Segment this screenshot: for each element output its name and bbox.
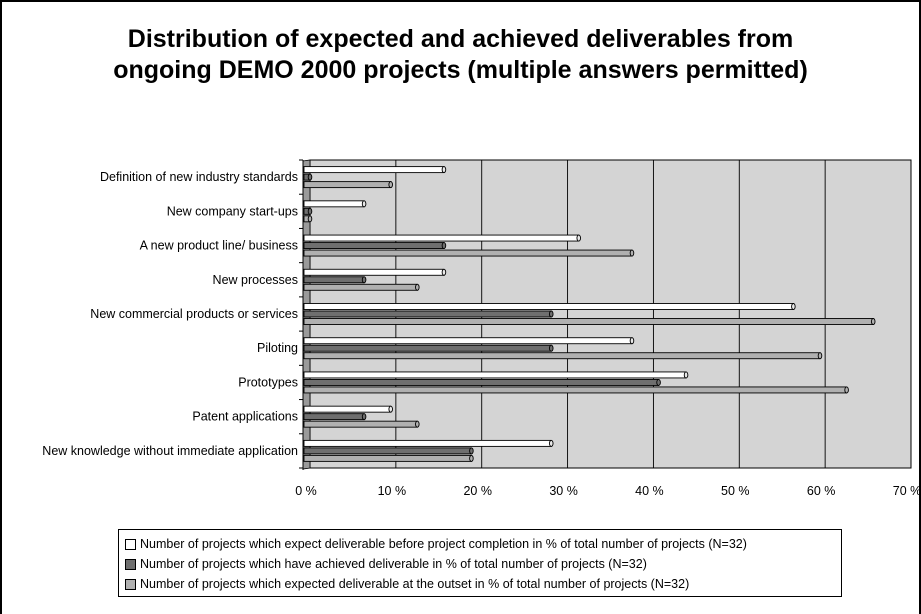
x-tick-label: 30 % bbox=[549, 484, 578, 498]
legend-label: Number of projects which expected delive… bbox=[140, 577, 690, 591]
bar-end-cap bbox=[549, 310, 554, 318]
bar-expected-at-outset bbox=[303, 283, 418, 291]
bar-expect-before-completion bbox=[303, 234, 580, 242]
bar-end-cap bbox=[307, 215, 313, 223]
x-tick-label: 60 % bbox=[807, 484, 836, 498]
x-tick-label: 0 % bbox=[295, 484, 317, 498]
bar-expected-at-outset bbox=[303, 249, 633, 257]
bar-expect-before-completion bbox=[303, 303, 794, 310]
bar-end-cap bbox=[441, 268, 447, 276]
bar-end-cap bbox=[549, 344, 554, 352]
bar-end-cap bbox=[844, 386, 849, 394]
chart-legend: Number of projects which expect delivera… bbox=[118, 529, 842, 597]
bar-expect-before-completion bbox=[303, 439, 552, 447]
bar-expect-before-completion bbox=[303, 371, 687, 379]
bar-end-cap bbox=[361, 200, 367, 208]
bar-achieved bbox=[303, 447, 472, 455]
legend-swatch-grey bbox=[125, 578, 136, 590]
x-tick-label: 50 % bbox=[721, 484, 750, 498]
bar-expect-before-completion bbox=[303, 337, 633, 345]
bar-end-cap bbox=[817, 352, 823, 360]
x-tick-label: 20 % bbox=[463, 484, 492, 498]
bar-achieved bbox=[303, 344, 552, 352]
bar-achieved bbox=[303, 276, 365, 284]
y-category-label: Prototypes bbox=[238, 375, 298, 389]
plot-area bbox=[309, 159, 912, 469]
bar-end-cap bbox=[791, 303, 796, 310]
bar-end-cap bbox=[361, 276, 367, 284]
bar-end-cap bbox=[307, 207, 313, 215]
bar-end-cap bbox=[683, 371, 689, 379]
bar-end-cap bbox=[469, 447, 474, 455]
y-category-label: Patent applications bbox=[192, 410, 298, 424]
bar-end-cap bbox=[388, 181, 393, 189]
y-category-label: New processes bbox=[213, 273, 298, 287]
chart-title: Distribution of expected and achieved de… bbox=[0, 24, 921, 86]
bar-expected-at-outset bbox=[303, 352, 821, 360]
y-category-label: Piloting bbox=[257, 341, 298, 355]
bar-expected-at-outset bbox=[303, 181, 392, 189]
bar-end-cap bbox=[576, 234, 581, 242]
bar-expected-at-outset bbox=[303, 318, 874, 325]
bar-expected-at-outset bbox=[303, 420, 418, 428]
legend-swatch-white bbox=[125, 538, 136, 550]
chart-title-line-1: Distribution of expected and achieved de… bbox=[127, 25, 794, 53]
bar-expect-before-completion bbox=[303, 268, 445, 276]
bar-achieved bbox=[303, 310, 552, 318]
bar-end-cap bbox=[656, 378, 661, 386]
bar-end-cap bbox=[629, 249, 635, 257]
bar-end-cap bbox=[549, 439, 554, 447]
bar-end-cap bbox=[415, 420, 420, 428]
bar-expected-at-outset bbox=[303, 386, 848, 394]
bar-end-cap bbox=[870, 318, 876, 325]
bar-expected-at-outset bbox=[303, 454, 472, 462]
bar-end-cap bbox=[388, 405, 393, 413]
bar-end-cap bbox=[441, 242, 447, 250]
bar-end-cap bbox=[307, 173, 313, 181]
bar-expect-before-completion bbox=[303, 405, 392, 413]
bar-expect-before-completion bbox=[303, 200, 365, 208]
y-category-label: A new product line/ business bbox=[140, 239, 298, 253]
y-category-label: New company start-ups bbox=[167, 204, 298, 218]
x-tick-label: 10 % bbox=[378, 484, 407, 498]
bar-end-cap bbox=[415, 283, 420, 291]
bar-end-cap bbox=[441, 166, 447, 174]
bar-end-cap bbox=[629, 337, 635, 345]
y-category-label: New commercial products or services bbox=[90, 307, 298, 321]
legend-label: Number of projects which have achieved d… bbox=[140, 557, 647, 571]
legend-swatch-dark bbox=[125, 558, 136, 570]
bar-end-cap bbox=[361, 413, 367, 421]
legend-label: Number of projects which expect delivera… bbox=[140, 537, 747, 551]
bar-achieved bbox=[303, 378, 660, 386]
bar-expect-before-completion bbox=[303, 166, 445, 174]
legend-entry-achieved: Number of projects which have achieved d… bbox=[125, 554, 835, 574]
chart-title-line-2: ongoing DEMO 2000 projects (multiple ans… bbox=[113, 56, 808, 84]
y-category-label: Definition of new industry standards bbox=[100, 170, 298, 184]
legend-entry-expect-before-completion: Number of projects which expect delivera… bbox=[125, 534, 835, 554]
bar-achieved bbox=[303, 413, 365, 421]
bar-achieved bbox=[303, 242, 445, 250]
x-tick-label: 40 % bbox=[635, 484, 664, 498]
y-category-label: New knowledge without immediate applicat… bbox=[42, 444, 298, 458]
legend-entry-expected-at-outset: Number of projects which expected delive… bbox=[125, 574, 835, 594]
x-tick-label: 70 % bbox=[893, 484, 921, 498]
bar-end-cap bbox=[469, 454, 474, 462]
